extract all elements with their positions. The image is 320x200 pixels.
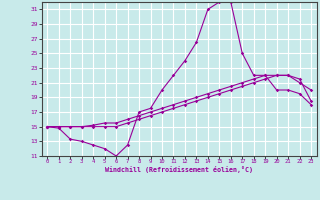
- X-axis label: Windchill (Refroidissement éolien,°C): Windchill (Refroidissement éolien,°C): [105, 166, 253, 173]
